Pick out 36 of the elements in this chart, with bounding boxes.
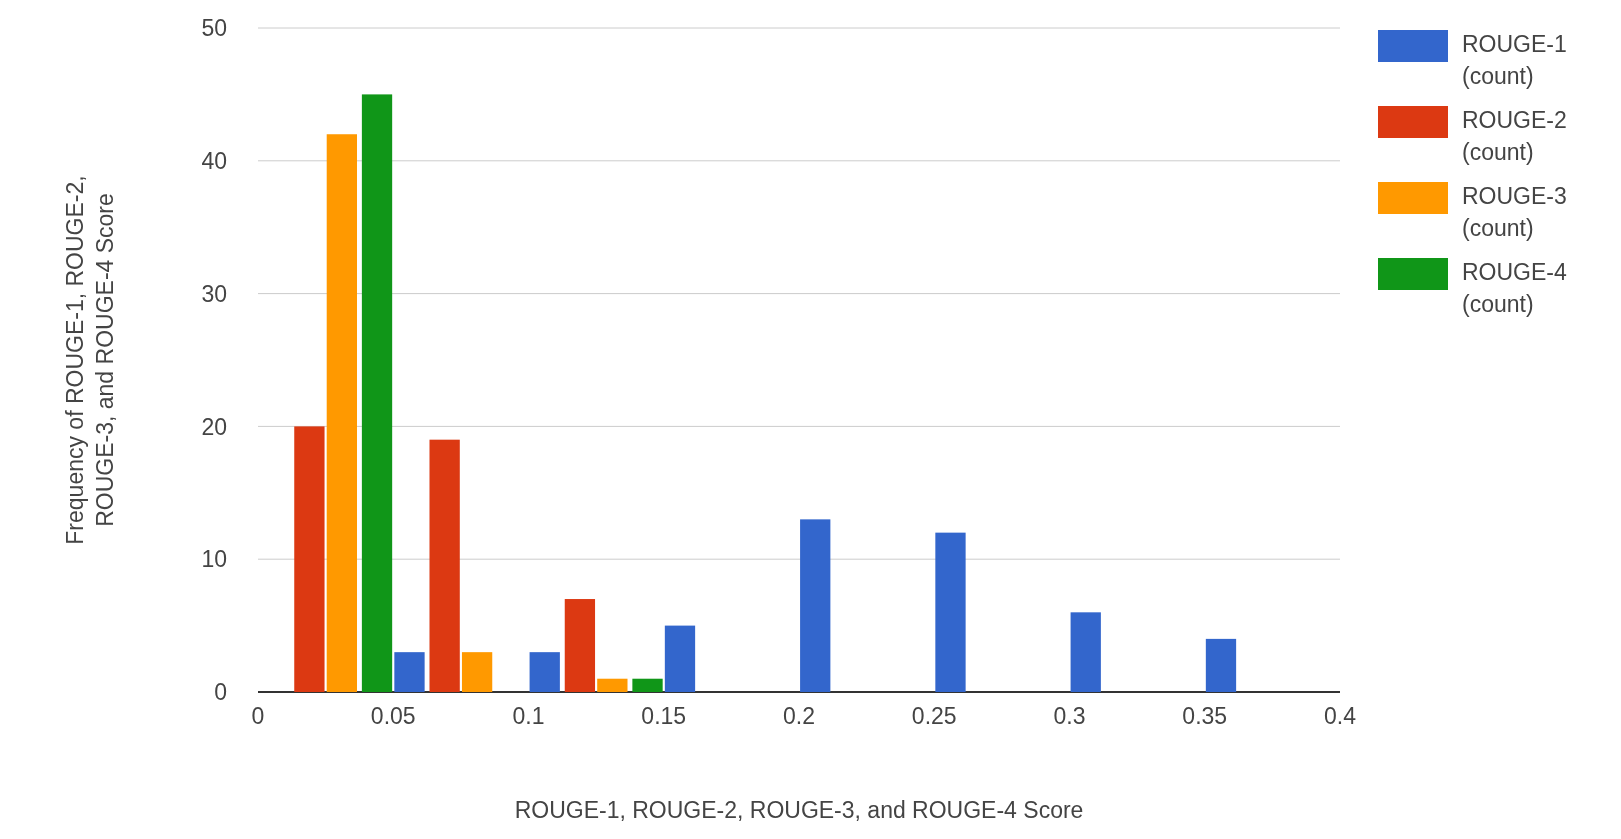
x-tick-label: 0.35 <box>1182 703 1228 730</box>
x-axis-title: ROUGE-1, ROUGE-2, ROUGE-3, and ROUGE-4 Score <box>514 797 1084 824</box>
legend-label: ROUGE-2 (count) <box>1462 106 1568 167</box>
bar <box>529 652 560 692</box>
x-tick-label: 0.25 <box>911 703 957 730</box>
bar <box>664 625 696 692</box>
y-tick-label: 10 <box>201 546 227 573</box>
y-tick-label: 50 <box>201 15 227 42</box>
legend-label: ROUGE-1 (count) <box>1462 30 1568 91</box>
bar <box>294 426 325 692</box>
bar <box>326 134 357 692</box>
x-tick-label: 0.15 <box>641 703 687 730</box>
x-tick-label: 0.1 <box>512 703 545 730</box>
x-tick-label: 0.2 <box>783 703 815 730</box>
bar <box>597 678 628 692</box>
bar <box>361 94 393 692</box>
bar <box>1070 612 1101 692</box>
bar <box>935 532 966 692</box>
legend-label: ROUGE-3 (count) <box>1462 182 1568 243</box>
y-tick-label: 40 <box>201 147 227 174</box>
bar <box>564 599 596 692</box>
x-tick-label: 0 <box>251 703 265 730</box>
bar <box>632 678 663 692</box>
bar <box>800 519 831 692</box>
x-tick-label: 0.3 <box>1053 703 1086 730</box>
y-tick-label: 30 <box>201 280 227 307</box>
y-axis-title: Frequency of ROUGE-1, ROUGE-2, ROUGE-3, and ROUGE-4 Score <box>62 175 118 545</box>
bar <box>1205 638 1237 692</box>
y-tick-label: 20 <box>201 413 227 440</box>
legend-label: ROUGE-4 (count) <box>1462 258 1568 319</box>
bar <box>429 439 460 692</box>
bar <box>461 652 493 692</box>
bar <box>394 652 425 692</box>
y-tick-label: 0 <box>214 679 227 706</box>
x-tick-label: 0.05 <box>370 703 416 730</box>
x-tick-label: 0.4 <box>1324 703 1357 730</box>
